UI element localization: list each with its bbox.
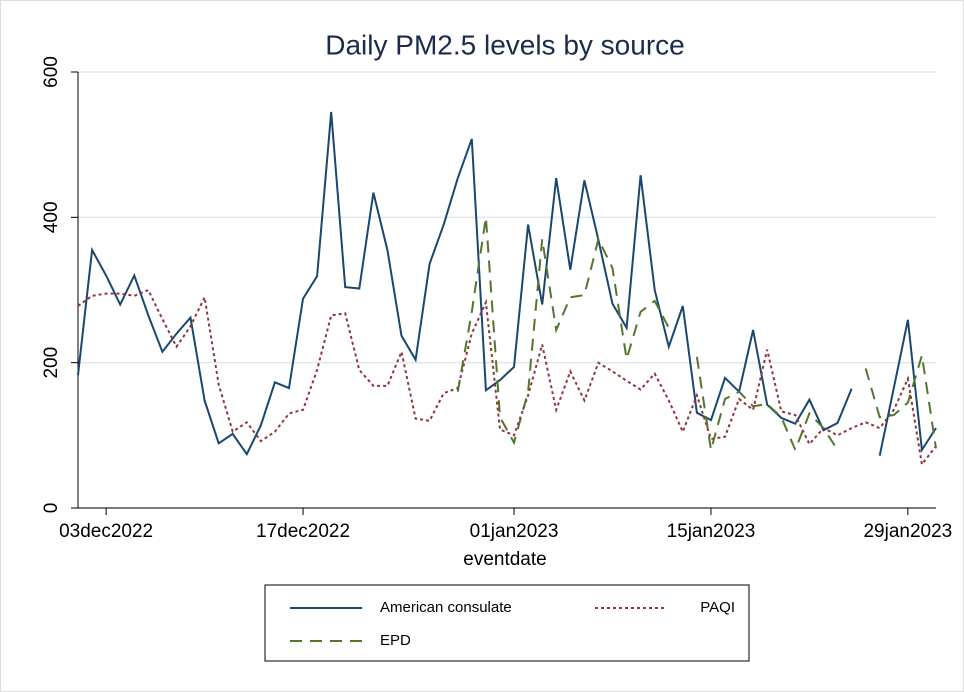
x-axis-label: eventdate: [463, 549, 546, 570]
chart-title: Daily PM2.5 levels by source: [325, 29, 684, 60]
series-line: [456, 217, 937, 453]
y-tick-label: 200: [41, 347, 62, 379]
x-tick-label: 03dec2022: [59, 521, 153, 542]
y-tick-label: 0: [41, 503, 62, 514]
y-tick-label: 600: [41, 56, 62, 88]
x-tick-label: 01jan2023: [470, 521, 559, 542]
x-tick-label: 17dec2022: [256, 521, 350, 542]
legend-label: PAQI: [700, 599, 735, 616]
legend-box: [264, 584, 750, 662]
y-tick-label: 400: [41, 201, 62, 233]
x-tick-label: 15jan2023: [667, 521, 756, 542]
x-tick-label: 29jan2023: [863, 521, 952, 542]
series-line: [77, 111, 937, 457]
legend-label: EPD: [380, 632, 411, 649]
legend-label: American consulate: [380, 599, 512, 616]
